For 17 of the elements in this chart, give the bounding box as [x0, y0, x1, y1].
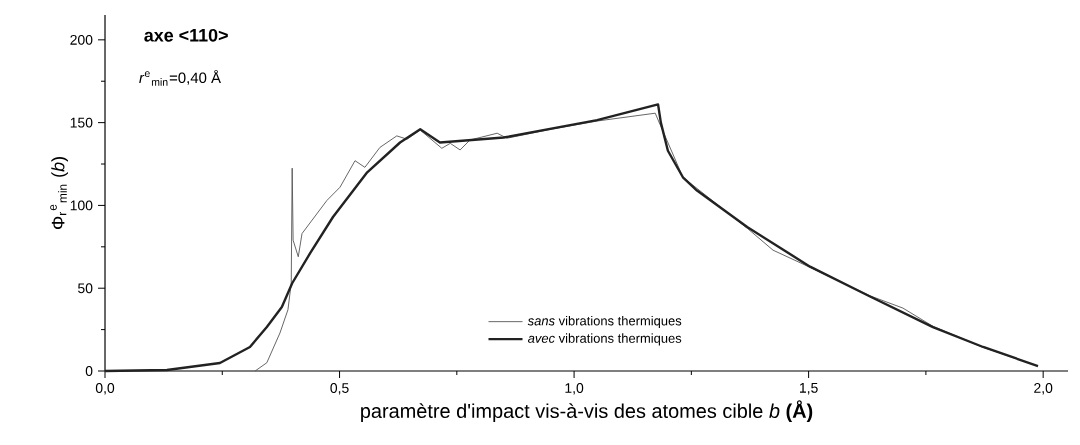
text: axe <110>: [144, 28, 228, 42]
y-tick-label: 50: [78, 283, 93, 294]
x-tick-label: 1,5: [799, 383, 818, 395]
y-axis-title: Φ$_{r}$e$_{min}$ (b): [50, 157, 68, 230]
x-tick-label: 2,0: [1034, 383, 1053, 395]
y-tick-label: 150: [70, 117, 93, 128]
y-tick-label: 200: [70, 34, 93, 45]
annotation: r$^{e}$$_{min}$=0,40 Å: [139, 69, 221, 86]
line-series: [103, 103, 1040, 373]
legend-label: sans vibrations thermiques: [527, 315, 682, 328]
x-axis-title: paramètre d'impact vis-à-vis des atomes cible b (Å): [361, 400, 813, 422]
y-tick-label: 0: [85, 366, 93, 376]
x-tick-label: 0,0: [95, 383, 115, 395]
legend-label: avec vibrations thermiques: [527, 333, 682, 346]
y-tick-label: 100: [70, 200, 93, 211]
x-tick-label: 0,5: [330, 383, 349, 395]
x-tick-label: 1,0: [565, 383, 584, 395]
